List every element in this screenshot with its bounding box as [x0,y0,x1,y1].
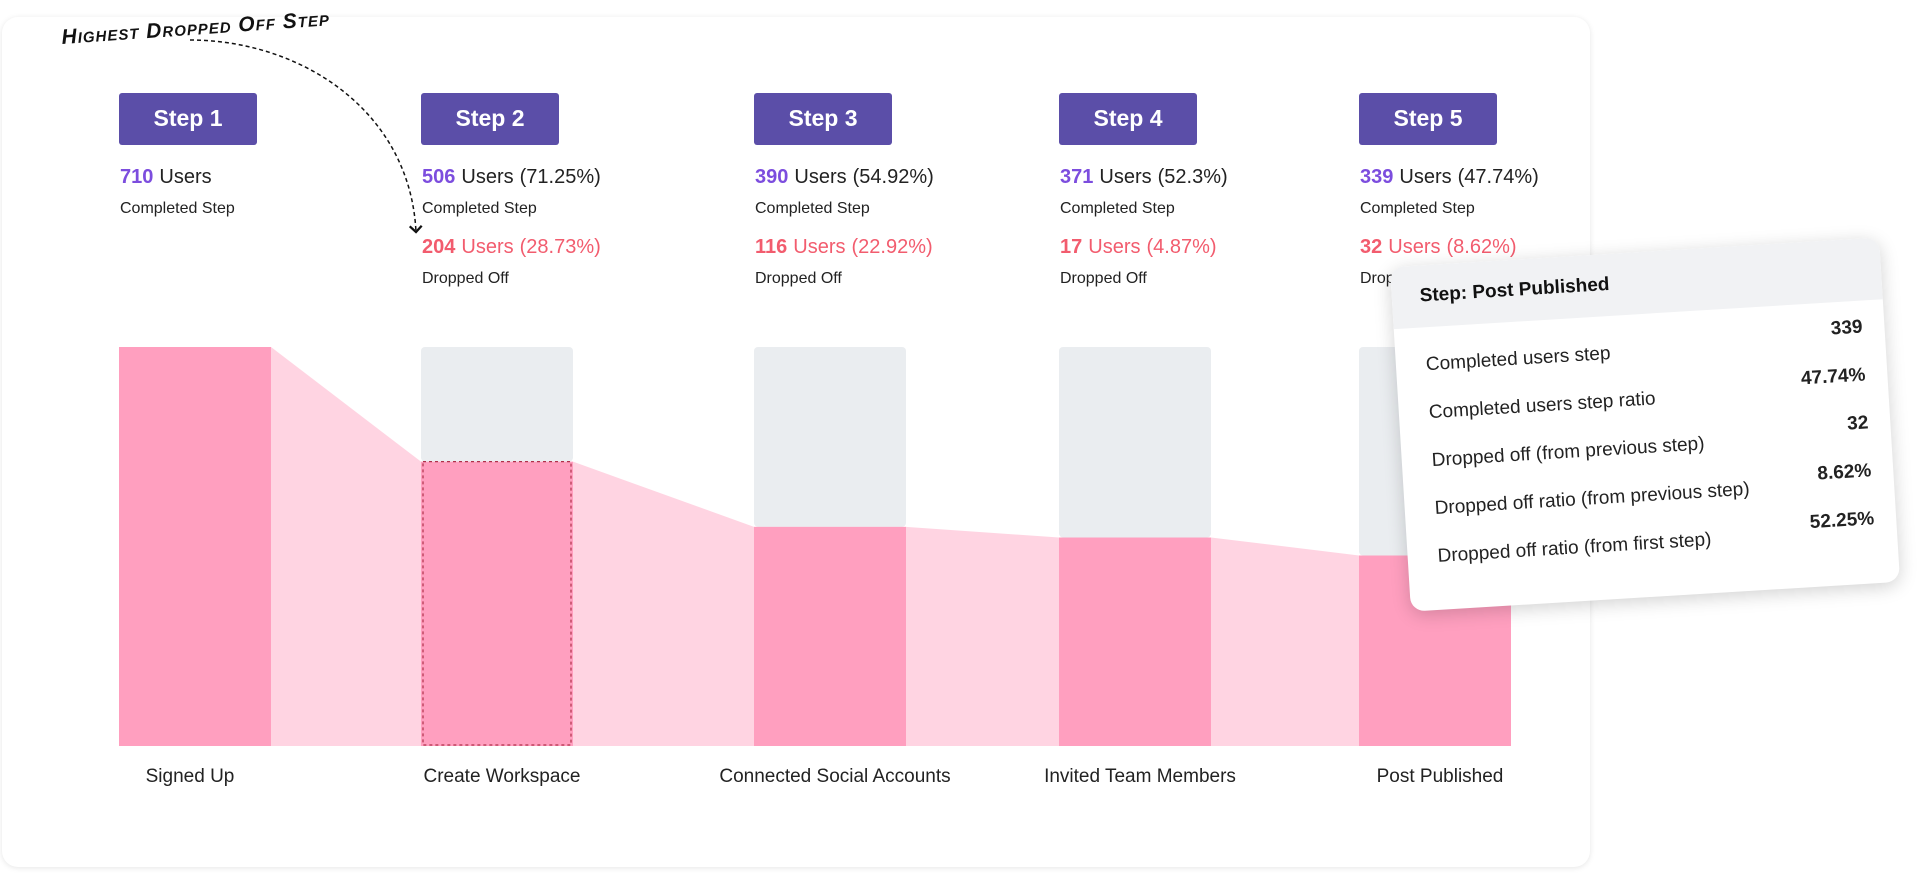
completed-value: 371 [1060,166,1093,188]
dropped-text: 204 Users (28.73%) [422,236,601,258]
step-label: Step 2 [455,105,524,131]
completed-ratio: (52.3%) [1158,166,1228,188]
tooltip-row-value: 339 [1830,316,1864,340]
step-badge [119,93,257,145]
completed-text: 371 Users (52.3%) [1060,166,1228,188]
tooltip-row-label: Completed users step [1425,342,1612,376]
step-badge [1059,93,1197,145]
unit-label: Users [1099,166,1151,188]
completed-text: 506 Users (71.25%) [422,166,601,188]
completed-value: 390 [755,166,788,188]
step-badge [754,93,892,145]
tooltip-row-value: 47.74% [1800,364,1867,390]
flow-area [906,526,1059,746]
step-badge [1359,93,1497,145]
completed-ratio: (47.74%) [1458,166,1539,188]
unit-label: Users [793,236,845,258]
annotation: Highest Dropped Off Step [61,7,331,49]
tooltip-row-label: Completed users step ratio [1428,388,1657,424]
flow-area [573,461,754,746]
tooltip-row-label: Dropped off ratio (from previous step) [1434,478,1751,519]
dropped-value: 17 [1060,236,1082,258]
step-badge [421,93,559,145]
tooltip-row-label: Dropped off ratio (from first step) [1437,529,1712,567]
dropped-value: 116 [755,236,787,258]
unit-label: Users [159,166,211,188]
category-label: Invited Team Members [1044,766,1236,787]
completed-text: 339 Users (47.74%) [1360,166,1539,188]
completed-caption: Completed Step [422,200,537,217]
completed-text: 390 Users (54.92%) [755,166,934,188]
completed-caption: Completed Step [1360,200,1475,217]
dropped-ratio: (28.73%) [520,236,601,258]
dropped-caption: Dropped Off [755,270,842,287]
category-label: Connected Social Accounts [719,766,950,787]
completed-value: 506 [422,166,455,188]
tooltip-row-label: Dropped off (from previous step) [1431,433,1706,472]
dropped-ratio: (4.87%) [1146,236,1216,258]
unit-label: Users [1399,166,1451,188]
completed-bar [119,347,271,746]
step-label: Step 4 [1093,105,1162,131]
dropped-text: 17 Users (4.87%) [1060,236,1217,258]
category-label: Post Published [1377,766,1504,787]
completed-value: 710 [120,166,153,188]
dropped-text: 32 Users (8.62%) [1360,236,1517,258]
tooltip-row-value: 52.25% [1809,508,1875,534]
step-label: Step 1 [153,105,222,131]
dropped-bar [421,347,573,462]
tooltip-rows: Completed users step 339 Completed users s… [1394,299,1899,582]
highlight-outline [422,461,572,746]
dropped-bar [1059,347,1211,538]
unit-label: Users [461,166,513,188]
step-label: Step 5 [1393,105,1462,131]
completed-bar [754,526,906,746]
flow-area [271,347,421,746]
completed-ratio: (54.92%) [853,166,934,188]
completed-caption: Completed Step [755,200,870,217]
category-label: Create Workspace [424,766,581,787]
completed-value: 339 [1360,166,1393,188]
unit-label: Users [1088,236,1140,258]
category-label: Signed Up [146,766,235,787]
dropped-value: 32 [1360,236,1382,258]
dropped-text: 116 Users (22.92%) [755,236,933,258]
flow-area [1211,537,1359,746]
step-label: Step 3 [788,105,857,131]
tooltip: Step: Post Published Completed users ste… [1389,237,1901,612]
dropped-ratio: (8.62%) [1446,236,1516,258]
dropped-bar [754,347,906,527]
completed-text: 710 Users [120,166,212,188]
dropped-caption: Dropped Off [1060,270,1147,287]
tooltip-row-value: 8.62% [1816,460,1872,485]
dropped-ratio: (22.92%) [852,236,933,258]
completed-ratio: (71.25%) [520,166,601,188]
completed-bar [421,461,573,746]
annotation-arrow [189,39,423,234]
completed-bar [1059,537,1211,746]
completed-caption: Completed Step [1060,200,1175,217]
tooltip-row-value: 32 [1846,412,1869,435]
unit-label: Users [794,166,846,188]
dropped-value: 204 [422,236,456,258]
unit-label: Users [461,236,513,258]
dropped-caption: Dropped Off [422,270,509,287]
unit-label: Users [1388,236,1440,258]
completed-caption: Completed Step [120,200,235,217]
